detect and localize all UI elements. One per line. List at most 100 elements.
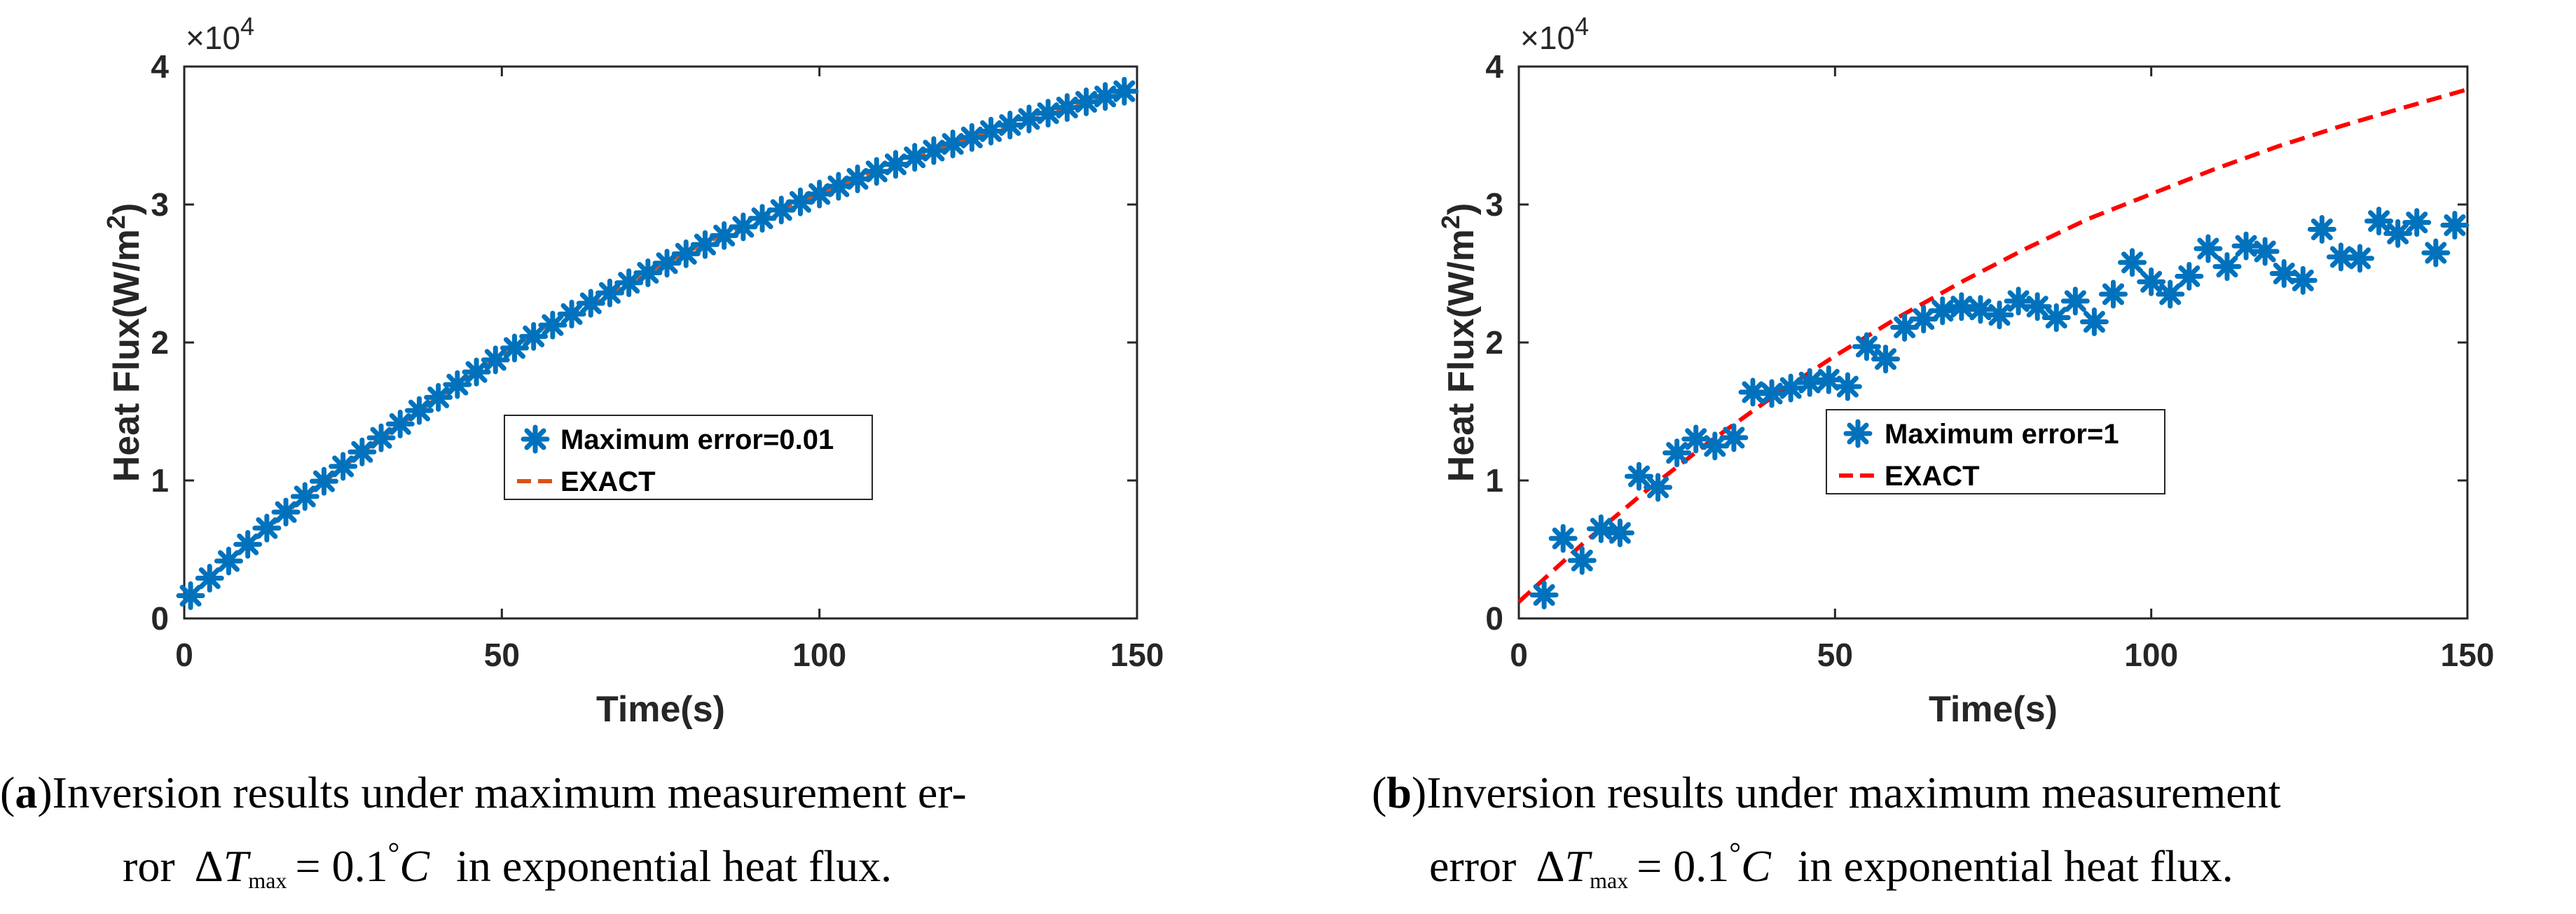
- caption-a-line2: ror ΔTmax = 0.1°C in exponential heat flux.: [123, 838, 892, 893]
- y-axis-label: Heat Flux(W/m2): [102, 203, 147, 483]
- data-point: [404, 396, 434, 425]
- data-point: [1567, 546, 1597, 575]
- data-point: [2118, 248, 2147, 277]
- y-tick-label: 2: [1485, 324, 1503, 361]
- data-point: [1071, 87, 1101, 116]
- y-tick-label: 1: [1485, 462, 1503, 499]
- y-exponent: ×104: [186, 12, 254, 56]
- caption-b-line2: error ΔTmax = 0.1°C in exponential heat flu…: [1429, 838, 2233, 893]
- legend-marker: [521, 424, 550, 454]
- series-markers: [1529, 207, 2470, 610]
- plot-area: [183, 65, 1138, 620]
- legend-star: [521, 424, 550, 454]
- y-ticks: 0 1 2 3 4: [151, 48, 1137, 637]
- data-point: [1033, 99, 1063, 128]
- data-point: [1662, 438, 1692, 468]
- data-point: [2193, 234, 2223, 263]
- caption-b: (b)Inversion results under maximum measu…: [1372, 768, 2281, 893]
- data-point: [366, 423, 396, 452]
- data-point: [748, 204, 777, 233]
- chart-panel-a: 0 1 2 3 4 0 50 100 150 ×104 Time(s) Heat Flux(W…: [102, 12, 1164, 730]
- data-point: [652, 249, 682, 278]
- y-exponent: ×104: [1520, 12, 1589, 56]
- data-point: [2041, 303, 2071, 333]
- data-point: [233, 529, 263, 559]
- data-point: [290, 482, 319, 511]
- data-point: [481, 345, 510, 375]
- data-point: [1890, 312, 1920, 342]
- series-markers: [176, 76, 1139, 610]
- x-ticks: 0 50 100 150: [1510, 67, 2494, 673]
- data-point: [1719, 423, 1749, 452]
- x-tick-label: 0: [175, 637, 193, 673]
- data-point: [2099, 279, 2128, 309]
- data-point: [1605, 518, 1634, 548]
- data-point: [633, 258, 663, 288]
- legend: Maximum error=0.01 EXACT: [504, 415, 873, 500]
- data-point: [271, 497, 301, 527]
- data-point: [1909, 305, 1938, 334]
- x-axis-label: Time(s): [596, 689, 725, 730]
- data-point: [2307, 214, 2336, 244]
- caption-a-line1: (a)Inversion results under maximum measu…: [0, 768, 967, 817]
- legend-box: [504, 415, 873, 500]
- data-point: [729, 212, 758, 242]
- data-point: [2250, 237, 2280, 266]
- data-point: [347, 437, 377, 466]
- data-point: [595, 278, 624, 307]
- series-exact: [1517, 87, 2468, 604]
- x-tick-label: 150: [1110, 637, 1164, 673]
- x-tick-label: 150: [2441, 637, 2495, 673]
- data-point: [2440, 211, 2470, 240]
- plot-area: [1517, 65, 2469, 620]
- legend-label-markers: Maximum error=1: [1885, 419, 2119, 450]
- data-point: [500, 333, 529, 363]
- data-point: [1833, 372, 1862, 401]
- data-point: [538, 310, 567, 340]
- data-point: [2421, 238, 2451, 268]
- data-point: [1776, 373, 1805, 403]
- data-point: [1052, 93, 1082, 123]
- data-point: [710, 221, 739, 250]
- exact-line: [1517, 87, 2468, 604]
- y-tick-label: 0: [1485, 600, 1503, 637]
- data-point: [1091, 82, 1120, 111]
- data-point: [1529, 581, 1559, 610]
- data-point: [1795, 368, 1824, 397]
- x-tick-label: 50: [1817, 637, 1853, 673]
- data-point: [309, 466, 338, 496]
- data-point: [1928, 296, 1957, 326]
- legend-label-markers: Maximum error=0.01: [560, 424, 834, 455]
- caption-b-line1: (b)Inversion results under maximum measu…: [1372, 768, 2281, 817]
- chart-panel-b: 0 1 2 3 4 0 50 100 150 ×104 Time(s) Heat Flux(W…: [1436, 12, 2494, 730]
- data-point: [329, 452, 358, 481]
- data-point: [1966, 295, 1995, 324]
- data-point: [1625, 462, 1654, 491]
- data-point: [2402, 208, 2432, 237]
- legend: Maximum error=1 EXACT: [1826, 409, 2165, 494]
- legend-box: [1826, 409, 2165, 494]
- data-point: [2288, 265, 2317, 295]
- y-tick-label: 2: [151, 324, 169, 361]
- data-point: [1110, 76, 1139, 106]
- data-point: [1947, 292, 1976, 321]
- data-point: [2004, 286, 2033, 316]
- data-point: [443, 370, 472, 399]
- data-point: [576, 289, 605, 318]
- data-point: [1644, 473, 1673, 502]
- y-tick-label: 1: [151, 462, 169, 499]
- data-point: [690, 230, 719, 259]
- data-point: [805, 179, 834, 209]
- legend-label-exact: EXACT: [560, 466, 656, 497]
- y-tick-label: 0: [151, 600, 169, 637]
- y-tick-label: 4: [1485, 48, 1503, 85]
- data-point: [195, 563, 224, 593]
- data-point: [385, 409, 415, 438]
- data-point: [900, 143, 930, 172]
- data-point: [2364, 207, 2394, 236]
- data-point: [1548, 524, 1578, 553]
- data-point: [2156, 279, 2185, 309]
- data-point: [557, 299, 586, 328]
- legend-star: [1843, 419, 1873, 448]
- caption-a: (a)Inversion results under maximum measu…: [0, 768, 967, 893]
